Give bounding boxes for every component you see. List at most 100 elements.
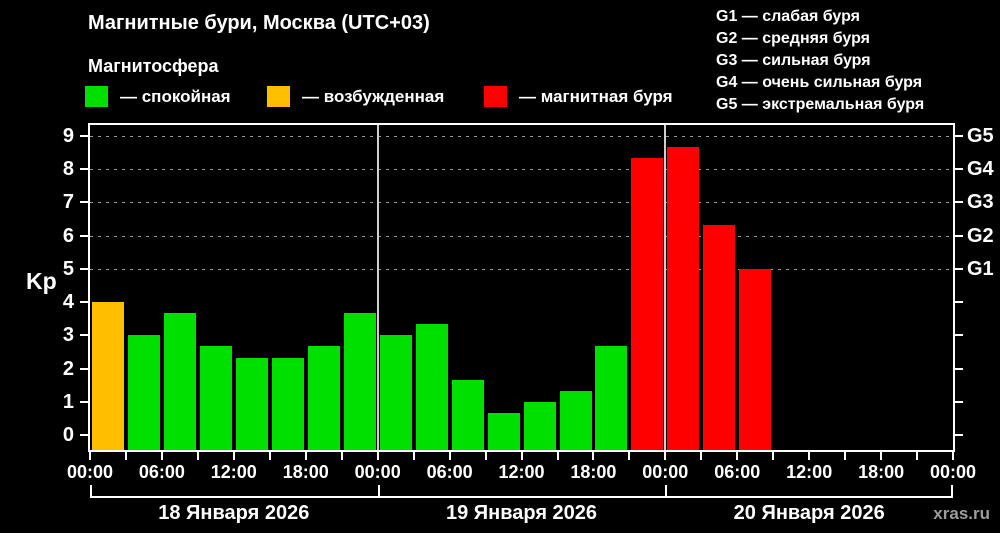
y-tick-label: 3 xyxy=(62,324,74,347)
kp-bar xyxy=(667,146,700,450)
x-axis-tick xyxy=(196,452,199,460)
legend-label: — возбужденная xyxy=(302,87,445,106)
x-time-label: 00:00 xyxy=(66,462,114,482)
storm-swatch-icon xyxy=(484,86,507,107)
day-boundary-line xyxy=(376,125,379,450)
kp-bar xyxy=(703,224,736,450)
right-axis-tick xyxy=(955,434,963,436)
x-axis-tick xyxy=(664,452,667,460)
x-axis-tick xyxy=(160,452,163,460)
x-time-label: 06:00 xyxy=(138,462,185,482)
gridline-kp-6 xyxy=(90,235,953,237)
legend-label: — магнитная буря xyxy=(519,87,673,106)
kp-bar xyxy=(199,346,232,450)
date-bracket-tick xyxy=(951,485,953,498)
right-axis-tick xyxy=(955,201,963,204)
kp-bar xyxy=(128,335,160,450)
right-axis-tick xyxy=(955,168,963,171)
x-axis-tick xyxy=(89,452,91,460)
date-bracket-tick xyxy=(90,485,92,498)
x-time-label: 18:00 xyxy=(858,462,905,482)
x-axis-tick xyxy=(952,452,954,460)
x-time-label: 06:00 xyxy=(426,462,473,482)
x-axis-tick xyxy=(412,452,415,460)
x-time-label: 00:00 xyxy=(642,462,689,482)
kp-bar xyxy=(343,313,376,450)
storm-scale-line: G1 — слабая буря xyxy=(716,8,861,25)
right-axis-tick xyxy=(955,334,963,337)
y-tick-label: 7 xyxy=(62,191,74,214)
watermark-link[interactable]: xras.ru xyxy=(933,504,990,523)
x-axis-tick xyxy=(880,452,883,460)
y-axis-tick xyxy=(80,301,88,304)
g-scale-label: G3 xyxy=(967,191,994,214)
kp-bar xyxy=(92,302,124,450)
x-axis-tick xyxy=(736,452,739,460)
y-axis-tick xyxy=(80,168,88,171)
plot-area: 0 1 2 3 4 5 6 7 8 9 G5 G4 G3 G2 G1 00:00 06:00 12:00 18:00… xyxy=(63,123,994,524)
y-axis-tick xyxy=(80,367,88,370)
storm-scale-legend: G1 — слабая буря G2 — средняя буря G3 — си… xyxy=(716,6,924,116)
kp-bar xyxy=(451,379,484,450)
kp-bar xyxy=(559,390,592,450)
x-axis-tick xyxy=(232,452,235,460)
storm-scale-line: G4 — очень сильная буря xyxy=(716,74,923,91)
kp-bar xyxy=(307,346,340,450)
y-tick-label: 0 xyxy=(62,424,74,446)
x-time-label: 12:00 xyxy=(210,462,257,482)
right-axis-tick xyxy=(955,267,963,270)
legend-label: — спокойная xyxy=(120,87,231,106)
kp-bar xyxy=(271,357,304,450)
date-bracket-tick xyxy=(665,485,668,498)
x-axis-tick xyxy=(125,452,127,460)
y-axis-tick xyxy=(80,201,88,204)
date-bracket-line xyxy=(90,496,953,498)
right-axis-tick xyxy=(955,234,963,237)
y-axis-label: Kp xyxy=(26,268,57,294)
y-axis-tick xyxy=(80,400,88,403)
quiet-swatch-icon xyxy=(85,86,108,107)
right-axis-tick xyxy=(955,367,963,370)
g-scale-label: G1 xyxy=(967,257,994,280)
date-label: 20 Января 2026 xyxy=(733,502,885,524)
chart-subtitle: Магнитосфера xyxy=(88,56,219,76)
kp-bar xyxy=(487,412,520,450)
gridline-kp-9 xyxy=(90,136,953,137)
x-axis-tick xyxy=(268,452,271,460)
storm-scale-line: G5 — экстремальная буря xyxy=(716,96,925,113)
x-axis-tick xyxy=(376,452,379,460)
x-axis-tick xyxy=(592,452,595,460)
x-axis-tick xyxy=(844,452,847,460)
gridline-kp-5 xyxy=(90,268,953,270)
kp-bar xyxy=(631,158,664,450)
storm-scale-line: G2 — средняя буря xyxy=(716,30,870,47)
x-axis-tick xyxy=(916,452,918,460)
x-axis-tick xyxy=(448,452,451,460)
x-time-label: 00:00 xyxy=(354,462,401,482)
y-tick-label: 1 xyxy=(62,390,74,413)
gridline-kp-7 xyxy=(90,202,953,204)
date-bracket-tick xyxy=(377,485,380,498)
date-label: 19 Января 2026 xyxy=(445,502,598,524)
right-axis-tick xyxy=(955,400,963,403)
y-tick-label: 4 xyxy=(62,291,74,314)
x-time-label: 18:00 xyxy=(570,462,617,482)
page-title: Магнитные бури, Москва (UTC+03) xyxy=(88,12,430,34)
activity-legend: — спокойная — возбужденная — магнитная бур… xyxy=(0,85,1000,111)
x-axis-tick xyxy=(340,452,343,460)
x-time-label: 12:00 xyxy=(498,462,545,482)
y-tick-label: 5 xyxy=(62,257,74,280)
kp-bar xyxy=(739,268,772,450)
x-axis-tick xyxy=(628,452,631,460)
x-axis-tick xyxy=(556,452,559,460)
x-axis-tick xyxy=(700,452,703,460)
x-axis-tick xyxy=(772,452,775,460)
kp-bar xyxy=(235,357,268,450)
x-time-label: 00:00 xyxy=(929,462,977,482)
x-axis-tick xyxy=(808,452,811,460)
g-scale-label: G4 xyxy=(967,158,994,181)
y-tick-label: 2 xyxy=(62,357,74,380)
y-tick-label: 9 xyxy=(62,125,74,147)
y-axis-tick xyxy=(80,234,88,237)
